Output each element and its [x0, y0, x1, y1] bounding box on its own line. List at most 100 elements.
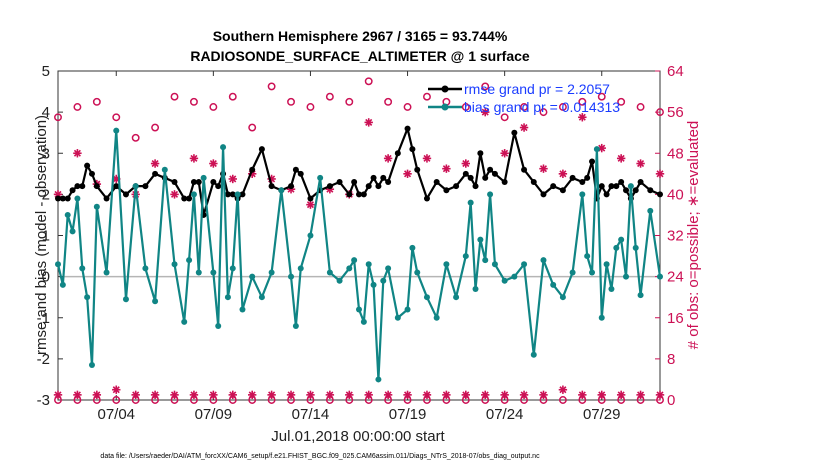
rmse-point	[487, 166, 494, 173]
obs-evaluated-point	[461, 390, 471, 400]
bias-point	[93, 203, 100, 210]
rmse-point	[190, 179, 197, 186]
obs-possible-point	[209, 103, 218, 111]
bias-point	[521, 261, 528, 268]
obs-evaluated-point	[73, 149, 82, 158]
obs-evaluated-point	[112, 385, 121, 394]
obs-evaluated-point	[655, 390, 665, 400]
rmse-point	[482, 174, 489, 181]
rmse-point	[404, 125, 411, 132]
obs-evaluated-point	[228, 174, 237, 184]
bias-point	[385, 265, 392, 272]
obs-evaluated-point	[616, 154, 626, 163]
bias-point	[234, 191, 241, 198]
bias-point	[210, 269, 217, 276]
obs-possible-point	[345, 97, 354, 106]
bias-point	[268, 269, 275, 276]
obs-possible-point	[54, 113, 62, 122]
rmse-point	[84, 162, 91, 169]
x-tick-label: 07/09	[195, 406, 233, 423]
chart-title-line2: RADIOSONDE_SURFACE_ALTIMETER @ 1 surface	[190, 48, 530, 64]
bias-point	[224, 294, 231, 301]
obs-evaluated-point	[597, 390, 606, 400]
rmse-point	[623, 187, 630, 194]
rmse-point	[186, 195, 193, 202]
rmse-point	[559, 187, 566, 194]
obs-evaluated-point	[500, 390, 509, 400]
rmse-point	[103, 195, 110, 202]
rmse-point	[64, 195, 71, 202]
legend-bias-label: bias grand pr = 0.014313	[464, 99, 620, 115]
obs-possible-point	[131, 133, 140, 142]
obs-evaluated-point	[383, 154, 393, 163]
plot-area	[57, 70, 661, 401]
rmse-point	[569, 174, 576, 181]
x-tick-label: 07/14	[292, 406, 330, 423]
bias-point	[657, 273, 663, 280]
bias-point	[351, 257, 358, 264]
bias-point	[593, 146, 600, 153]
rmse-point	[326, 183, 333, 190]
rmse-point	[579, 179, 586, 186]
legend-rmse-label: rmse grand pr = 2.2057	[464, 81, 610, 97]
rmse-point	[356, 191, 362, 198]
y-tick-label-left: 3	[42, 145, 50, 162]
rmse-point	[336, 179, 343, 186]
bias-point	[88, 362, 95, 369]
bias-point	[627, 183, 634, 190]
bias-point	[404, 306, 411, 313]
obs-possible-point	[403, 103, 412, 111]
bias-point	[414, 269, 421, 276]
bias-point	[297, 265, 304, 272]
rmse-point	[181, 195, 188, 202]
obs-possible-point	[267, 82, 276, 91]
obs-evaluated-point	[558, 385, 568, 394]
rmse-point	[477, 150, 484, 157]
rmse-point	[394, 150, 401, 157]
rmse-point	[467, 174, 474, 181]
y-tick-label-left: 4	[42, 104, 50, 121]
x-axis-label: Jul.01,2018 00:00:00 start	[271, 428, 445, 445]
bias-point	[370, 281, 377, 288]
bias-point	[288, 273, 295, 280]
bias-point	[171, 261, 178, 268]
bias-point	[482, 257, 489, 264]
rmse-point	[122, 191, 129, 198]
bias-point	[409, 244, 416, 251]
rmse-point	[423, 195, 430, 202]
obs-evaluated-point	[228, 390, 237, 400]
rmse-point	[152, 170, 159, 177]
bias-point	[579, 191, 586, 198]
bias-point	[59, 281, 66, 288]
bias-point	[195, 269, 202, 276]
rmse-point	[307, 195, 314, 202]
obs-evaluated-point	[539, 164, 548, 173]
obs-evaluated-point	[170, 390, 179, 400]
obs-evaluated-point	[403, 390, 412, 400]
y-tick-label-right: 0	[667, 392, 675, 409]
rmse-point	[74, 183, 81, 190]
obs-evaluated-point	[578, 390, 587, 400]
obs-evaluated-point	[422, 154, 432, 163]
obs-possible-point	[325, 92, 334, 101]
bias-point	[477, 236, 484, 243]
bias-point	[584, 253, 591, 260]
bias-point	[380, 277, 387, 284]
bias-point	[491, 261, 498, 268]
rmse-point	[603, 191, 610, 198]
y-tick-label-right: 48	[667, 145, 684, 162]
bias-point	[433, 314, 440, 321]
rmse-point	[59, 195, 66, 202]
rmse-point	[608, 183, 615, 190]
bias-point	[618, 236, 625, 243]
axis-ticks: 07/04 07/09 07/14 07/19 07/24 07/29543210-1-2…	[37, 63, 684, 423]
rmse-point	[613, 183, 620, 190]
rmse-point	[171, 179, 178, 186]
obs-evaluated-point	[481, 390, 490, 400]
obs-evaluated-point	[403, 169, 412, 179]
rmse-point	[195, 179, 202, 186]
obs-possible-point	[228, 92, 237, 101]
obs-possible-point	[481, 82, 490, 91]
bias-point	[550, 281, 557, 288]
rmse-point	[288, 183, 295, 190]
